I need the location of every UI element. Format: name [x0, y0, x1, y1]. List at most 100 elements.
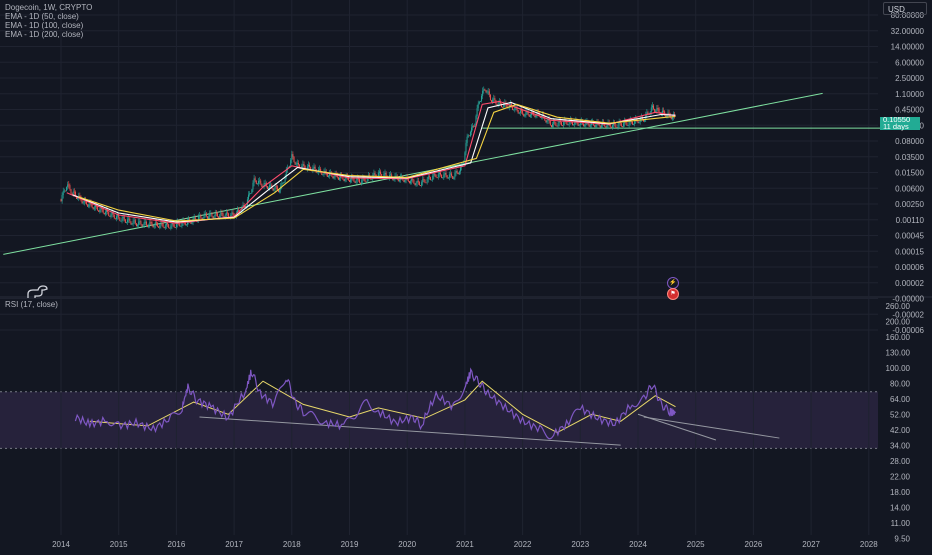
candle-body — [554, 121, 556, 123]
candle-body — [99, 209, 101, 212]
rsi-tick-label: 9.50 — [894, 535, 910, 544]
candle-body — [384, 172, 386, 174]
symbol-title[interactable]: Dogecoin, 1W, CRYPTO — [5, 3, 93, 12]
candle-body — [221, 212, 223, 214]
candle-body — [144, 221, 146, 223]
candle-body — [617, 124, 619, 128]
candle-body — [171, 223, 173, 226]
ema-50-label[interactable]: EMA - 1D (50, close) — [5, 12, 79, 21]
candle-body — [479, 100, 481, 102]
candle-body — [452, 175, 454, 179]
candle-body — [657, 108, 659, 109]
candle-body — [633, 123, 635, 125]
rsi-legend[interactable]: RSI (17, close) — [5, 300, 58, 309]
candle-body — [624, 121, 626, 124]
candle-body — [270, 184, 272, 186]
candle-body — [127, 219, 129, 223]
candle-body — [383, 173, 385, 177]
candle-body — [614, 122, 616, 124]
candle-body — [120, 220, 122, 222]
flag-marker-icon[interactable]: ⚑ — [667, 288, 679, 300]
candle-body — [272, 187, 274, 191]
price-tick-label: 80.00000 — [891, 11, 925, 20]
candle-body — [140, 221, 142, 225]
candle-body — [643, 118, 645, 122]
time-tick-label: 2024 — [629, 540, 647, 549]
candle-body — [393, 179, 395, 181]
candle-body — [77, 198, 79, 199]
candle-body — [327, 175, 329, 177]
rsi-tick-label: 80.00 — [890, 380, 911, 389]
candle-body — [397, 178, 399, 182]
time-tick-label: 2019 — [341, 540, 359, 549]
candle-body — [431, 179, 433, 181]
candle-body — [485, 90, 487, 93]
price-tick-label: 6.00000 — [895, 58, 924, 67]
rsi-tick-label: 11.00 — [891, 519, 911, 528]
candle-body — [218, 216, 220, 219]
candle-body — [232, 212, 234, 214]
candle-body — [620, 123, 622, 127]
candle-body — [155, 222, 157, 224]
candle-body — [303, 164, 305, 166]
candle-body — [653, 105, 655, 109]
rsi-tick-label: 14.00 — [890, 504, 911, 513]
time-tick-label: 2017 — [225, 540, 243, 549]
candle-body — [469, 132, 471, 136]
rsi-tick-label: 160.00 — [886, 333, 911, 342]
candle-body — [364, 178, 366, 182]
candle-body — [435, 174, 437, 178]
candle-body — [498, 101, 500, 103]
candle-body — [496, 104, 498, 106]
candle-body — [230, 214, 232, 218]
candle-body — [616, 127, 618, 128]
bar-countdown: 11 days — [883, 121, 909, 131]
candle-body — [573, 124, 575, 126]
candle-body — [204, 213, 206, 215]
ema-200-label[interactable]: EMA - 1D (200, close) — [5, 30, 84, 39]
candle-body — [244, 206, 246, 209]
candle-body — [150, 222, 152, 223]
rsi-tick-label: 42.00 — [890, 426, 911, 435]
candle-body — [309, 164, 311, 167]
candle-body — [233, 213, 235, 217]
candle-body — [142, 224, 144, 227]
candle-body — [546, 120, 548, 123]
candle-body — [143, 221, 145, 225]
candle-body — [577, 122, 579, 126]
time-tick-label: 2014 — [52, 540, 70, 549]
currency-selector[interactable]: USD — [883, 2, 927, 15]
candle-body — [160, 222, 162, 226]
candle-body — [549, 120, 551, 126]
candle-body — [637, 120, 639, 124]
rsi-tick-label: 64.00 — [890, 395, 911, 404]
candle-body — [259, 180, 261, 182]
candle-body — [252, 182, 254, 190]
candle-body — [185, 224, 187, 226]
candle-body — [276, 186, 278, 190]
candle-body — [365, 181, 367, 183]
time-tick-label: 2023 — [571, 540, 589, 549]
candle-body — [647, 112, 649, 114]
candle-body — [324, 170, 326, 172]
price-tick-label: 0.00045 — [895, 232, 924, 241]
candle-body — [448, 174, 450, 178]
ema-100-label[interactable]: EMA - 1D (100, close) — [5, 21, 84, 30]
candle-body — [609, 123, 611, 127]
time-tick-label: 2021 — [456, 540, 474, 549]
candle-body — [251, 189, 253, 194]
candle-body — [503, 103, 505, 108]
candle-body — [147, 224, 149, 228]
candle-body — [381, 173, 383, 178]
candle-body — [296, 162, 298, 164]
candle-body — [174, 227, 176, 229]
candle-body — [513, 109, 515, 111]
candle-body — [137, 224, 139, 227]
candle-body — [69, 185, 71, 190]
candle-body — [264, 183, 266, 184]
candle-body — [414, 183, 416, 186]
candle-body — [132, 220, 134, 224]
